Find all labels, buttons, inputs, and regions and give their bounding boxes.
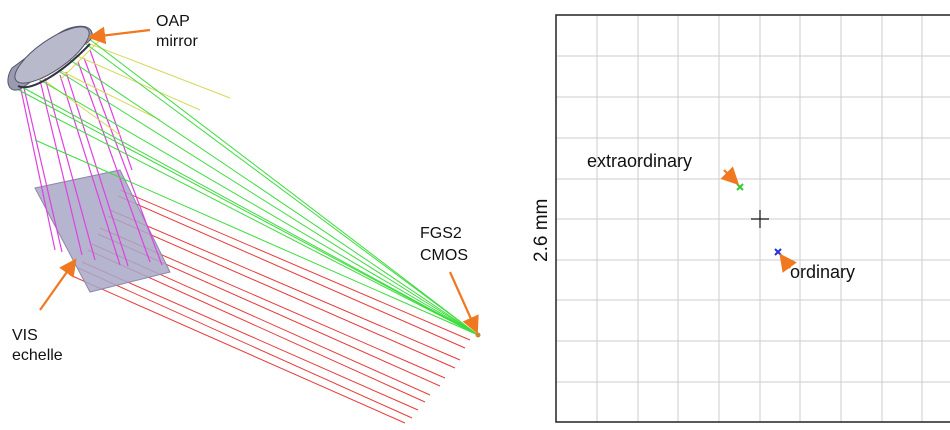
ordinary-arrow (779, 253, 797, 273)
oap-mirror (7, 25, 93, 91)
fgs2-label-line1: FGS2 (420, 225, 462, 242)
oap-label-line1: OAP (156, 13, 190, 30)
green-rays (14, 37, 479, 336)
oap-label-line2: mirror (156, 33, 198, 50)
oap-mirror-arrow (87, 26, 151, 45)
vis-label-line1: VIS (12, 327, 38, 344)
scale-label: 2.6 mm (531, 199, 552, 262)
vis-echelle-arrow (39, 258, 77, 311)
detector-frame (555, 14, 950, 423)
extraordinary-spot (736, 183, 744, 191)
magenta-rays (19, 49, 163, 267)
fgs2-cmos-detector (475, 332, 481, 338)
spot-diagram-panel: extraordinary ordinary 2.6 mm (520, 0, 950, 425)
fgs2-label-line2: CMOS (420, 247, 468, 264)
fgs2-cmos-arrow (448, 271, 479, 335)
ray-trace-panel: OAP mirror FGS2 CMOS VIS echelle (7, 13, 481, 424)
spot-diagram: extraordinary ordinary 2.6 mm (531, 14, 950, 423)
extraordinary-label: extraordinary (587, 151, 692, 171)
ordinary-spot (774, 248, 782, 256)
center-crosshair (751, 210, 769, 228)
ray-trace-diagram: OAP mirror FGS2 CMOS VIS echelle (7, 13, 481, 424)
ordinary-label: ordinary (790, 262, 855, 282)
vis-label-line2: echelle (12, 347, 63, 364)
extraordinary-arrow (720, 166, 740, 186)
